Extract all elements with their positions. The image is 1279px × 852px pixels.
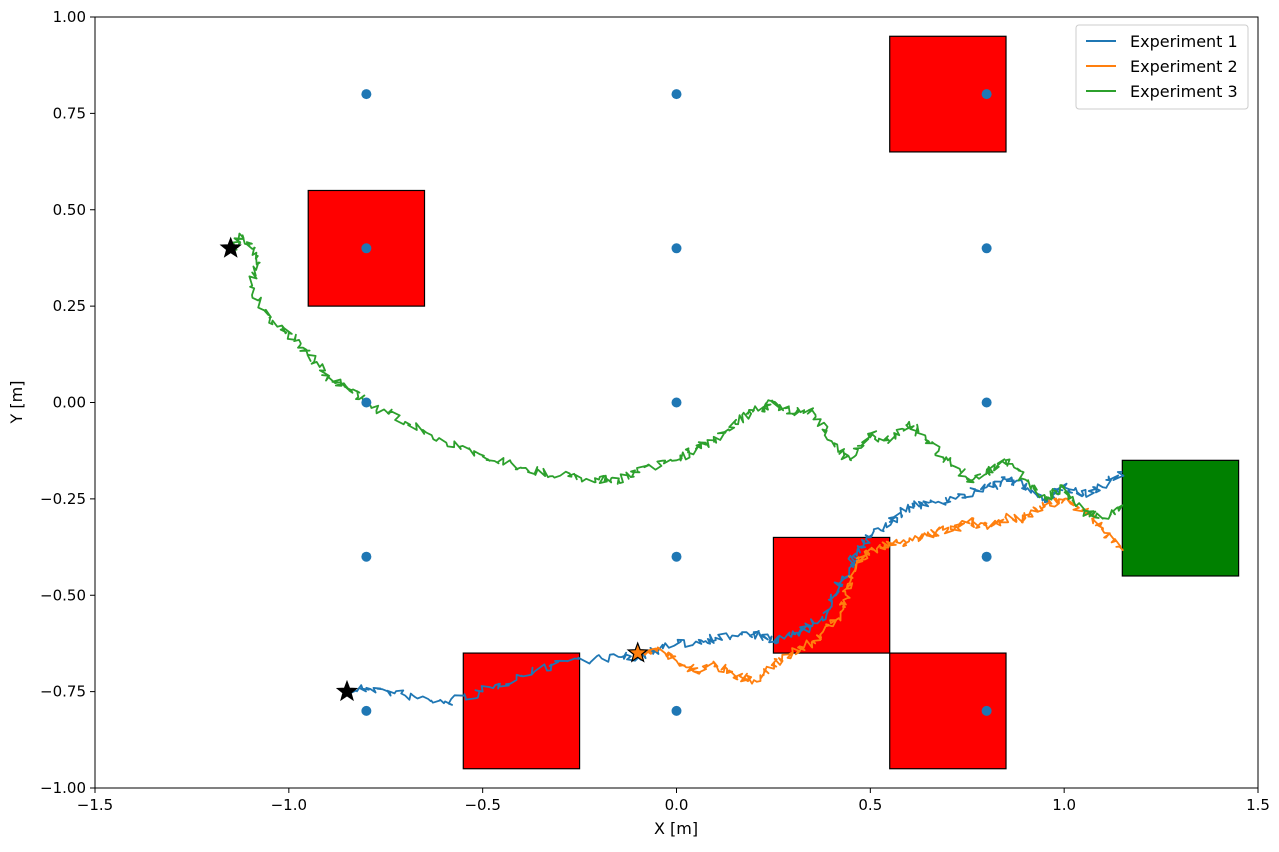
waypoint-marker-1 xyxy=(361,89,372,100)
x-tick-label-1: −1.5 xyxy=(77,796,113,814)
x-tick-label-6: 1.0 xyxy=(1052,796,1076,814)
goal-square xyxy=(1121,459,1240,577)
x-tick-label-5: 0.5 xyxy=(858,796,882,814)
legend-box xyxy=(1075,24,1249,110)
waypoint-marker-2 xyxy=(671,89,682,100)
waypoint-marker-7 xyxy=(361,397,372,408)
series-line-2 xyxy=(636,497,1124,685)
waypoint-marker-9 xyxy=(981,397,992,408)
x-axis-label: X [m] xyxy=(654,819,698,838)
x-tick-label-7: 1.5 xyxy=(1246,796,1270,814)
waypoint-marker-14 xyxy=(671,705,682,716)
y-tick-label-6: 0.25 xyxy=(53,297,86,315)
legend-label-1: Experiment 1 xyxy=(1130,32,1238,51)
waypoint-marker-5 xyxy=(671,243,682,254)
y-tick-label-3: −0.50 xyxy=(40,586,86,604)
legend-label-2: Experiment 2 xyxy=(1130,57,1238,76)
start-star-3 xyxy=(219,236,242,258)
y-tick-label-9: 1.00 xyxy=(53,8,86,26)
start-star-2 xyxy=(626,641,649,663)
series-line-1 xyxy=(343,471,1125,706)
plot-area xyxy=(219,35,1240,770)
x-tick-label-4: 0.0 xyxy=(665,796,689,814)
y-tick-label-5: 0.00 xyxy=(53,394,86,412)
y-tick-label-4: −0.25 xyxy=(40,490,86,508)
waypoint-marker-11 xyxy=(671,551,682,562)
obstacle-square-4 xyxy=(462,652,581,770)
y-axis-label: Y [m] xyxy=(7,381,26,425)
y-tick-label-1: −1.00 xyxy=(40,779,86,797)
start-star-1 xyxy=(335,679,359,702)
y-tick-label-7: 0.50 xyxy=(53,201,86,219)
waypoint-marker-6 xyxy=(981,243,992,254)
legend: Experiment 1 Experiment 2 Experiment 3 xyxy=(1075,24,1249,110)
waypoint-marker-12 xyxy=(981,551,992,562)
waypoint-marker-3 xyxy=(981,89,992,100)
axes: −1.5 −1.0 −0.5 0.0 0.5 1.0 1.5 −1.00 −0.75 −0.50 −… xyxy=(40,8,1270,814)
waypoint-marker-15 xyxy=(981,705,992,716)
x-tick-label-3: −0.5 xyxy=(464,796,500,814)
y-tick-label-2: −0.75 xyxy=(40,683,86,701)
waypoint-marker-13 xyxy=(361,705,372,716)
series-line-3 xyxy=(226,232,1124,520)
waypoint-marker-8 xyxy=(671,397,682,408)
legend-label-3: Experiment 3 xyxy=(1130,82,1238,101)
y-tick-label-8: 0.75 xyxy=(53,104,86,122)
waypoint-marker-4 xyxy=(361,243,372,254)
waypoint-marker-10 xyxy=(361,551,372,562)
x-tick-label-2: −1.0 xyxy=(271,796,307,814)
plot-content xyxy=(219,35,1240,770)
